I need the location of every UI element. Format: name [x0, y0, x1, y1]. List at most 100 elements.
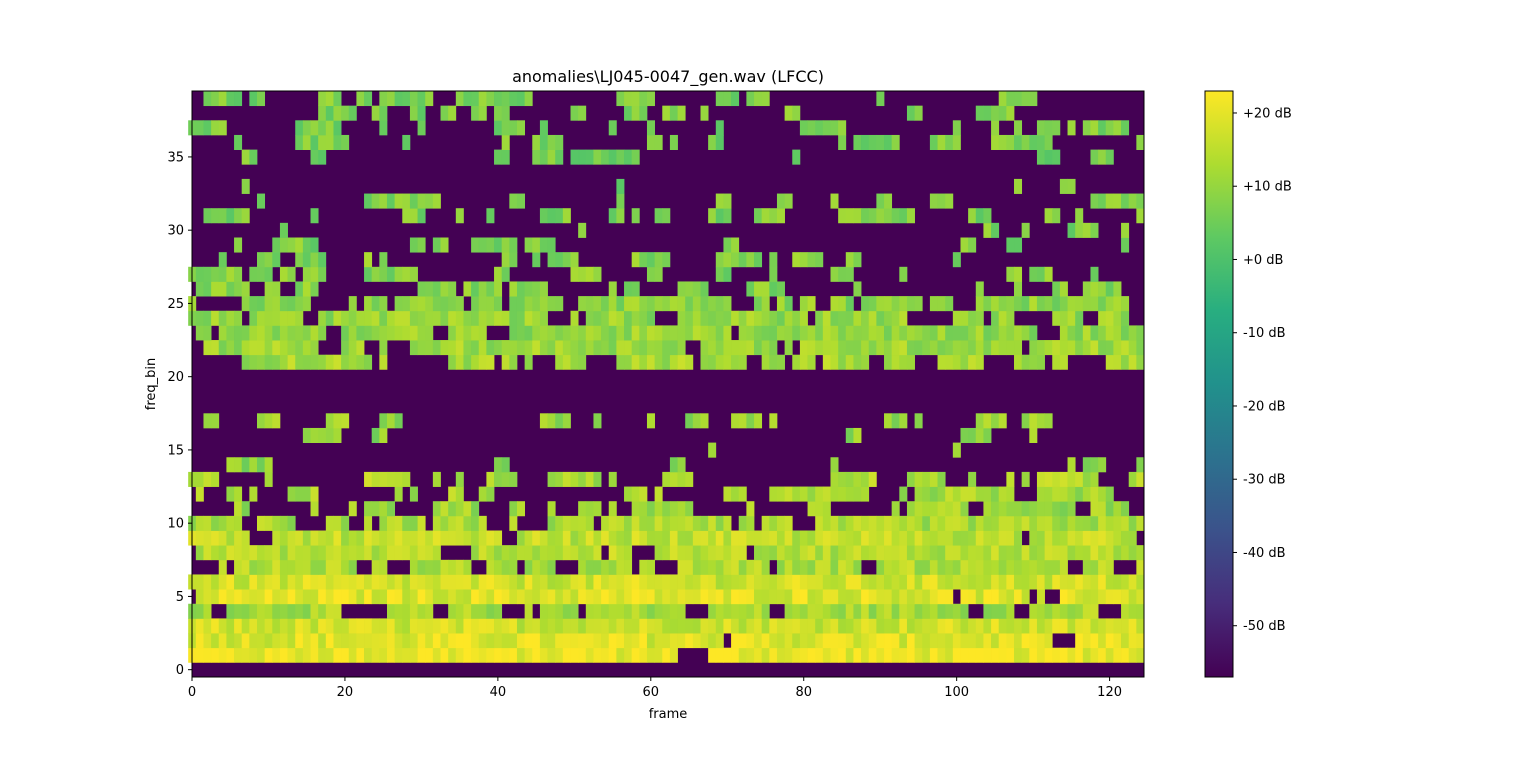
heatmap-cell	[1036, 530, 1045, 546]
heatmap-cell	[669, 457, 678, 473]
heatmap-cell	[203, 530, 212, 546]
heatmap-cell	[891, 559, 900, 575]
heatmap-cell	[394, 515, 403, 531]
heatmap-cell	[991, 296, 1000, 312]
heatmap-cell	[983, 647, 992, 663]
x-tick-label: 40	[490, 685, 507, 700]
heatmap-cell	[784, 105, 793, 121]
heatmap-cell	[1029, 325, 1038, 341]
heatmap-cell	[364, 193, 373, 209]
heatmap-cell	[715, 574, 724, 590]
heatmap-cell	[631, 354, 640, 370]
heatmap-cell	[471, 545, 480, 561]
heatmap-cell	[929, 603, 938, 619]
heatmap-cell	[1021, 325, 1030, 341]
heatmap-cell	[685, 325, 694, 341]
heatmap-cell	[272, 281, 281, 297]
heatmap-cell	[325, 105, 334, 121]
heatmap-cell	[555, 545, 564, 561]
heatmap-cell	[402, 471, 411, 487]
heatmap-cell	[386, 633, 396, 649]
heatmap-cell	[692, 574, 701, 590]
heatmap-cell	[570, 647, 579, 663]
heatmap-cell	[501, 105, 510, 121]
heatmap-cell	[249, 457, 258, 473]
heatmap-cell	[1036, 545, 1045, 561]
heatmap-cell	[708, 442, 717, 458]
heatmap-cell	[754, 618, 763, 634]
heatmap-cell	[371, 105, 380, 121]
heatmap-cell	[1105, 149, 1114, 165]
heatmap-cell	[1059, 559, 1068, 575]
heatmap-cell	[218, 618, 227, 634]
heatmap-cell	[494, 149, 503, 165]
heatmap-cell	[1052, 545, 1061, 561]
heatmap-cell	[646, 633, 655, 649]
heatmap-cell	[952, 574, 961, 590]
heatmap-cell	[226, 530, 235, 546]
heatmap-cell	[929, 515, 938, 531]
heatmap-cell	[570, 603, 579, 619]
heatmap-cell	[478, 486, 487, 502]
heatmap-cell	[302, 633, 311, 649]
heatmap-cell	[1006, 134, 1015, 150]
heatmap-cell	[211, 618, 220, 634]
heatmap-cell	[624, 105, 633, 121]
heatmap-cell	[692, 545, 701, 561]
heatmap-cell	[386, 193, 396, 209]
heatmap-cell	[830, 471, 839, 487]
heatmap-cell	[677, 559, 686, 575]
heatmap-cell	[272, 633, 281, 649]
heatmap-cell	[348, 310, 357, 326]
heatmap-cell	[608, 603, 617, 619]
heatmap-cell	[218, 266, 227, 282]
heatmap-cell	[494, 545, 503, 561]
heatmap-cell	[952, 633, 961, 649]
heatmap-cell	[1128, 471, 1137, 487]
heatmap-cell	[700, 574, 709, 590]
heatmap-cell	[318, 266, 327, 282]
heatmap-cell	[715, 589, 724, 605]
heatmap-cell	[1059, 647, 1068, 663]
heatmap-cell	[562, 325, 571, 341]
heatmap-cell	[769, 266, 778, 282]
heatmap-cell	[310, 559, 319, 575]
heatmap-cell	[929, 589, 938, 605]
heatmap-cell	[555, 296, 564, 312]
heatmap-cell	[1121, 296, 1130, 312]
heatmap-cell	[257, 310, 266, 326]
heatmap-cell	[906, 105, 915, 121]
heatmap-cell	[799, 325, 808, 341]
heatmap-cell	[738, 618, 747, 634]
heatmap-cell	[440, 237, 449, 253]
heatmap-cell	[501, 545, 510, 561]
heatmap-cell	[394, 471, 403, 487]
heatmap-cell	[884, 413, 893, 429]
heatmap-cell	[1075, 515, 1084, 531]
heatmap-cell	[348, 530, 357, 546]
heatmap-cell	[746, 589, 755, 605]
heatmap-cell	[1014, 281, 1023, 297]
heatmap-cell	[356, 545, 365, 561]
heatmap-cell	[547, 589, 556, 605]
heatmap-cell	[845, 325, 854, 341]
heatmap-cell	[1113, 515, 1122, 531]
heatmap-cell	[960, 501, 969, 517]
heatmap-cell	[341, 354, 350, 370]
heatmap-cell	[646, 266, 655, 282]
heatmap-cell	[1136, 354, 1145, 370]
heatmap-cell	[876, 208, 885, 224]
heatmap-cell	[899, 296, 908, 312]
heatmap-cell	[685, 354, 694, 370]
heatmap-cell	[211, 413, 220, 429]
heatmap-cell	[226, 266, 235, 282]
heatmap-cell	[509, 310, 518, 326]
heatmap-cell	[685, 545, 694, 561]
heatmap-cell	[983, 413, 992, 429]
heatmap-cell	[662, 471, 671, 487]
heatmap-cell	[593, 340, 602, 356]
heatmap-cell	[325, 545, 334, 561]
heatmap-cell	[677, 574, 686, 590]
heatmap-cell	[593, 574, 602, 590]
heatmap-cell	[524, 603, 533, 619]
